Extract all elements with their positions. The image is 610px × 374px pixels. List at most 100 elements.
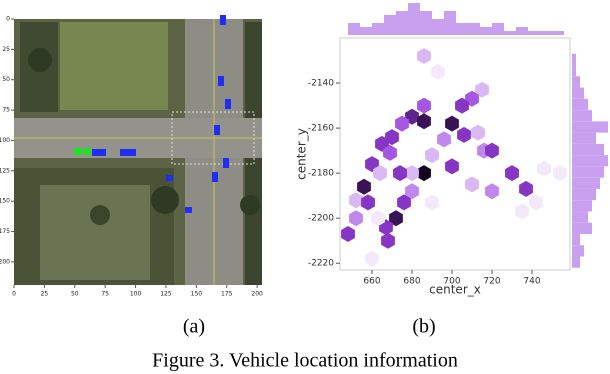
aerial-image — [14, 19, 262, 285]
x-histogram-bar — [396, 11, 408, 35]
hexbin-cell — [357, 178, 371, 195]
hexbin-cell — [505, 165, 519, 182]
hexbin-cell — [475, 81, 489, 98]
hexbin-cell — [365, 250, 379, 267]
hexbin-cell — [371, 210, 385, 227]
x-tick-label: 720 — [483, 277, 500, 287]
hexbin-cell — [341, 226, 355, 242]
y-histogram-bar — [572, 132, 596, 144]
hexbin-cell — [553, 165, 567, 182]
y-histogram-bar — [572, 121, 608, 133]
x-tick-label: 100 — [130, 291, 142, 298]
y-tick-label: 75 — [2, 107, 10, 114]
x-tick-label: 740 — [523, 277, 540, 287]
x-tick-label: 175 — [221, 291, 233, 298]
hexbin-cell — [457, 126, 471, 143]
hexbin-cell — [471, 124, 485, 141]
hexbin-cell — [437, 131, 451, 148]
y-tick-label: 200 — [0, 258, 10, 265]
y-tick-label: -2140 — [308, 79, 334, 89]
x-histogram-bar — [384, 15, 396, 35]
hexbin-cell — [455, 97, 469, 114]
y-histogram-bar — [572, 76, 580, 88]
y-tick-label: 25 — [2, 46, 10, 53]
x-histogram-bar — [540, 31, 552, 35]
y-tick-label: -2220 — [308, 259, 334, 269]
y-histogram-bar — [572, 177, 600, 189]
y-histogram-bar — [572, 143, 604, 156]
x-histogram-bar — [444, 11, 456, 35]
y-histogram-bar — [572, 188, 596, 201]
x-histogram-bar — [492, 23, 504, 35]
y-histogram-bar — [572, 222, 592, 234]
hexbin-cell — [425, 194, 439, 211]
hexbin-cell — [445, 158, 459, 175]
hexbin-cell — [417, 48, 431, 64]
subfigure-label: (b) — [412, 316, 435, 338]
y-tick-label: -2200 — [308, 214, 334, 224]
hexbin-cell — [405, 165, 419, 182]
hexbin-cell — [389, 210, 403, 227]
y-histogram-bar — [572, 87, 584, 99]
x-axis-label: center_x — [429, 283, 481, 297]
x-histogram-bar — [480, 27, 492, 35]
x-histogram-bar — [468, 23, 480, 35]
x-histogram-bar — [360, 27, 372, 35]
x-histogram-bar — [456, 23, 468, 35]
y-histogram-bar — [572, 53, 576, 66]
hexbin-cell — [417, 113, 431, 130]
x-histogram-bar — [372, 23, 384, 35]
hexbin-cell — [519, 180, 533, 197]
y-tick-label: 0 — [6, 16, 10, 23]
hexbin-cell — [529, 194, 543, 211]
y-histogram-bar — [572, 110, 592, 122]
y-tick-label: 50 — [2, 76, 10, 83]
caption: Figure 3. Vehicle location information — [152, 350, 458, 372]
y-histogram-bar — [572, 155, 608, 167]
x-tick-label: 50 — [71, 291, 79, 298]
x-histogram-bar — [504, 31, 516, 35]
x-tick-label: 700 — [443, 277, 460, 287]
hexbin-cell — [537, 160, 551, 177]
hexbin-cell — [349, 192, 363, 209]
hexbin-cell — [465, 176, 479, 193]
y-tick-label: 125 — [0, 167, 10, 174]
x-histogram-bar — [516, 27, 528, 35]
x-tick-label: 150 — [191, 291, 203, 298]
y-histogram-bar — [572, 245, 584, 257]
y-axis-label: center_y — [295, 128, 309, 180]
hexbin-cell — [417, 165, 431, 182]
x-tick-label: 125 — [160, 291, 172, 298]
hexbin-cell — [431, 63, 445, 80]
y-histogram-bar — [572, 166, 604, 178]
x-histogram-bar — [408, 3, 420, 35]
x-tick-label: 660 — [363, 277, 380, 287]
y-tick-label: 150 — [0, 198, 10, 205]
y-histogram-bar — [572, 98, 588, 111]
y-histogram-bar — [572, 211, 588, 223]
hexbin-cell — [381, 232, 395, 249]
x-histogram-bar — [348, 23, 360, 35]
hexbin-cell — [417, 97, 431, 114]
hexbin-cell — [485, 183, 499, 200]
x-histogram-bar — [432, 19, 444, 35]
y-histogram-bar — [572, 65, 576, 77]
x-tick-label: 25 — [41, 291, 49, 298]
hexbin-cell — [405, 183, 419, 200]
x-tick-label: 200 — [251, 291, 263, 298]
x-histogram-bar — [552, 31, 564, 35]
hexbin-cell — [397, 194, 411, 211]
hexbin-cell — [373, 165, 387, 182]
x-histogram-bar — [420, 11, 432, 35]
x-tick-label: 75 — [101, 291, 109, 298]
y-histogram-bar — [572, 256, 580, 268]
vehicles — [74, 15, 231, 213]
hexbin-cell — [445, 115, 459, 132]
hexbin-cell — [425, 147, 439, 164]
y-tick-label: -2180 — [308, 169, 334, 179]
hexbin-cell — [515, 203, 529, 220]
subfigure-label: (a) — [183, 316, 205, 338]
y-tick-label: 100 — [0, 137, 10, 144]
hexbin-cell — [395, 115, 409, 132]
